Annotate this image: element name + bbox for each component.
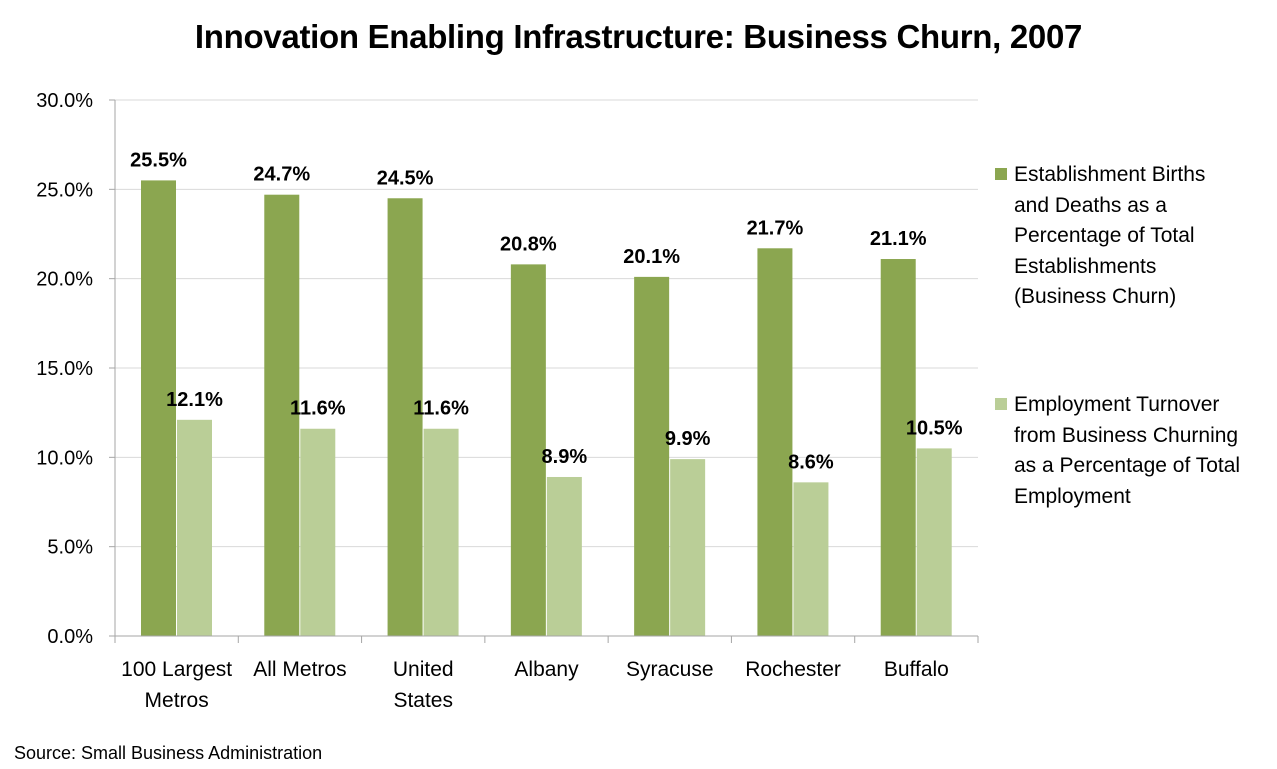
y-tick-label: 25.0% — [36, 179, 93, 201]
legend-label-line: (Business Churn) — [1014, 285, 1177, 308]
legend-label-line: Establishment Births — [1014, 163, 1206, 186]
y-tick-label: 0.0% — [47, 626, 93, 648]
y-tick-label: 20.0% — [36, 269, 93, 291]
bar-business-churn — [634, 276, 670, 636]
legend-label-line: Employment — [1014, 484, 1131, 508]
bars — [141, 180, 952, 636]
legend-swatch — [995, 398, 1007, 410]
bar-employment-turnover — [177, 419, 212, 636]
legend-swatch — [995, 168, 1007, 180]
legend-label-line: Employment Turnover — [1014, 393, 1220, 416]
data-label: 11.6% — [413, 398, 469, 420]
source-note: Source: Small Business Administration — [14, 743, 323, 763]
x-tick-label: Rochester — [745, 658, 841, 681]
data-label: 12.1% — [166, 389, 223, 411]
legend-label: Establishment Births and Deaths as a Per… — [1014, 160, 1270, 313]
legend-label: Employment Turnover from Business Churni… — [1014, 390, 1270, 512]
bar-business-churn — [757, 248, 793, 636]
data-label: 10.5% — [906, 417, 963, 439]
data-label: 21.7% — [747, 217, 804, 239]
bar-business-churn — [141, 180, 176, 636]
bar-employment-turnover — [670, 459, 706, 636]
data-labels: 25.5% 12.1% 24.7% 11.6% 24.5% 11.6% 20.8% 8.9% 2… — [130, 149, 963, 473]
x-tick-label: All Metros — [253, 658, 346, 681]
bar-business-churn — [880, 259, 916, 636]
legend-label-line: and Deaths as a — [1014, 193, 1167, 217]
y-tick-label: 10.0% — [36, 447, 93, 469]
x-tick-label: United — [393, 658, 454, 681]
x-tick-label: Albany — [514, 658, 579, 681]
data-label: 21.1% — [870, 228, 927, 250]
x-tick-label: States — [393, 689, 453, 712]
data-label: 8.9% — [542, 446, 588, 468]
bar-employment-turnover — [546, 476, 582, 636]
x-tick-label: Syracuse — [626, 658, 714, 681]
x-tick-label: Buffalo — [884, 658, 949, 681]
bar-business-churn — [387, 198, 423, 636]
y-tick-label: 30.0% — [36, 90, 93, 112]
bar-employment-turnover — [300, 428, 336, 636]
data-label: 24.5% — [377, 167, 434, 189]
x-tick-label: Metros — [145, 689, 209, 712]
y-tick-label: 5.0% — [47, 537, 93, 559]
chart-title: Innovation Enabling Infrastructure: Busi… — [194, 18, 1083, 55]
gridlines — [115, 99, 978, 548]
legend-label-line: as a Percentage of Total — [1014, 454, 1241, 477]
bar-business-churn — [510, 264, 546, 636]
bar-employment-turnover — [793, 482, 829, 636]
legend-label-line: Establishments — [1014, 254, 1157, 278]
bar-employment-turnover — [423, 428, 459, 636]
data-label: 20.1% — [623, 246, 680, 268]
data-label: 11.6% — [290, 398, 346, 420]
data-label: 24.7% — [253, 164, 310, 186]
y-tick-label: 15.0% — [36, 358, 93, 380]
bar-business-churn — [264, 194, 300, 636]
x-tick-label: 100 Largest — [121, 658, 232, 681]
data-label: 9.9% — [665, 428, 711, 450]
legend-label-line: from Business Churning — [1014, 423, 1239, 447]
legend-label-line: Percentage of Total — [1014, 224, 1195, 247]
axes: 0.0% 5.0% 10.0% 15.0% 20.0% 25.0% 30.0% 100 Lar… — [36, 90, 979, 712]
data-label: 20.8% — [500, 233, 557, 255]
data-label: 8.6% — [788, 451, 834, 473]
bar-employment-turnover — [916, 448, 952, 636]
data-label: 25.5% — [130, 149, 187, 171]
